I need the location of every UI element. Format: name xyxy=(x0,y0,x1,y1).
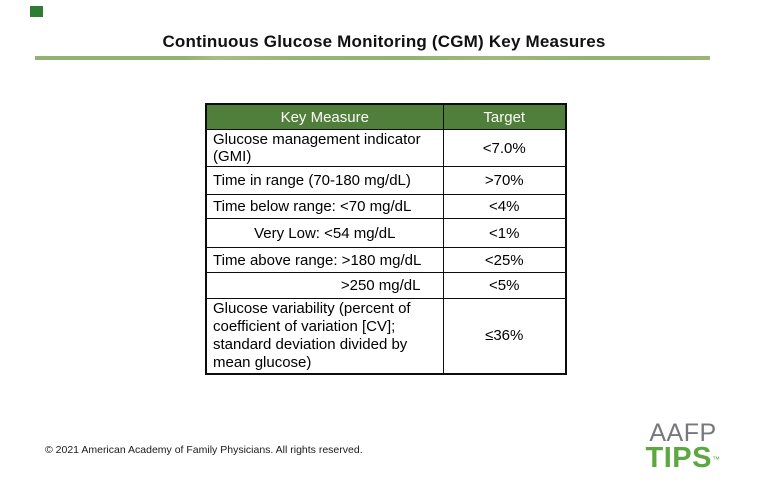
logo-tips-word: TIPS xyxy=(645,442,712,474)
target-cell: ≤36% xyxy=(442,298,567,375)
logo-tips-text: TIPS™ xyxy=(631,444,735,473)
measure-cell: Time below range: <70 mg/dL xyxy=(205,194,444,219)
target-cell: >70% xyxy=(442,166,567,195)
measure-cell: Time in range (70-180 mg/dL) xyxy=(205,166,444,195)
measure-cell: >250 mg/dL xyxy=(205,272,444,299)
title-divider-line xyxy=(35,56,710,60)
column-header-target: Target xyxy=(442,103,567,130)
trademark-symbol: ™ xyxy=(711,455,721,464)
aafp-tips-logo: AAFP TIPS™ xyxy=(631,419,735,473)
target-cell: <4% xyxy=(442,194,567,219)
table-row: Glucose variability (percent of coeffici… xyxy=(205,298,567,375)
table-row: Time above range: >180 mg/dL <25% xyxy=(205,247,567,273)
target-cell: <1% xyxy=(442,218,567,248)
table-row: Time below range: <70 mg/dL <4% xyxy=(205,194,567,219)
logo-aafp-text: AAFP xyxy=(649,419,717,447)
green-accent-square-icon xyxy=(30,6,43,17)
table-header-row: Key Measure Target xyxy=(205,103,567,130)
target-cell: <25% xyxy=(442,247,567,273)
table-row: >250 mg/dL <5% xyxy=(205,272,567,299)
measure-cell: Glucose variability (percent of coeffici… xyxy=(205,298,444,375)
target-cell: <7.0% xyxy=(442,129,567,167)
copyright-notice: © 2021 American Academy of Family Physic… xyxy=(45,444,363,456)
measure-cell: Glucose management indicator (GMI) xyxy=(205,129,444,167)
slide-title: Continuous Glucose Monitoring (CGM) Key … xyxy=(162,32,606,51)
table-row: Glucose management indicator (GMI) <7.0% xyxy=(205,129,567,167)
cgm-measures-table: Key Measure Target Glucose management in… xyxy=(205,103,567,375)
table-row: Very Low: <54 mg/dL <1% xyxy=(205,218,567,248)
column-header-key-measure: Key Measure xyxy=(205,103,444,130)
table-row: Time in range (70-180 mg/dL) >70% xyxy=(205,166,567,195)
measure-cell: Very Low: <54 mg/dL xyxy=(205,218,444,248)
target-cell: <5% xyxy=(442,272,567,299)
measure-cell: Time above range: >180 mg/dL xyxy=(205,247,444,273)
